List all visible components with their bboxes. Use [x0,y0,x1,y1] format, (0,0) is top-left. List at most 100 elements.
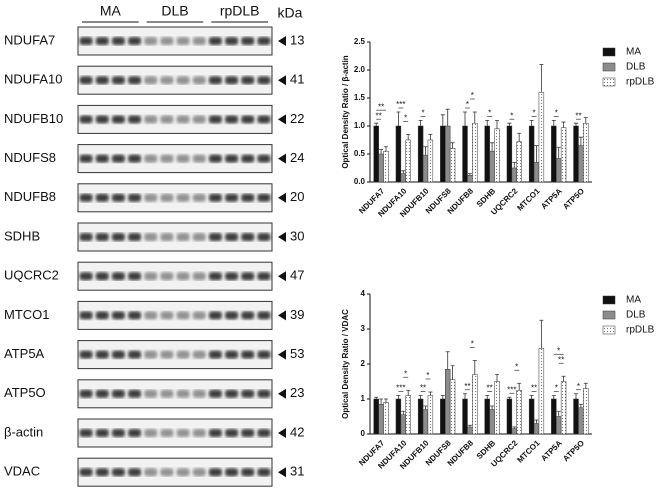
band [95,429,109,437]
error-bar [406,389,411,396]
x-tick-label: ATP5O [561,439,586,464]
error-bar [396,395,401,399]
error-bar [379,398,384,405]
band [225,272,239,281]
band [241,193,255,202]
blot-strip [77,340,273,370]
blot-strip [77,418,273,448]
band [160,389,174,398]
y-axis-label: Optical Density Ratio / VDAC [341,309,350,419]
band [176,76,190,85]
band [79,350,93,359]
y-tick-label: 0 [361,429,366,438]
band [176,37,190,45]
sig-label: ** [575,111,581,120]
bar [440,125,446,183]
bar [405,395,411,435]
band [128,115,142,124]
bar [378,153,384,183]
band [176,468,190,477]
error-bar [551,120,556,126]
band [95,389,109,398]
sig-label: ** [464,382,470,391]
arrow [278,192,286,203]
bar [528,125,535,183]
band [144,272,158,281]
band [128,76,142,85]
error-bar [539,64,544,93]
bar [373,398,379,435]
band [176,311,190,320]
bar [538,92,545,183]
y-tick-label: 2.0 [354,65,366,74]
error-bar [467,173,472,176]
sig-label: *** [396,384,405,393]
band [192,311,206,320]
bar [400,173,406,183]
legend-label: DLB [626,62,646,73]
error-bar [534,419,539,424]
sig-label: * [471,340,474,349]
error-bar [374,396,379,399]
band [111,154,125,163]
band [225,350,239,359]
sig-label: * [532,109,535,118]
band [257,115,271,124]
kda-label: 39 [290,307,304,322]
error-bar [529,395,534,399]
band [208,37,222,45]
error-bar [485,120,490,126]
bar [427,395,434,435]
error-bar [383,398,388,403]
blot-strip [77,300,273,330]
band [79,76,93,85]
band [192,350,206,359]
band [79,115,93,124]
bar [427,139,434,183]
band [192,272,206,281]
blot-strip [77,144,273,174]
error-bar [512,162,517,168]
band [192,37,206,45]
blot-strip [77,26,273,56]
band [225,429,239,437]
sig-label: * [515,362,518,371]
band [144,389,158,398]
band [111,272,125,281]
error-bar [494,374,499,382]
band [144,115,158,124]
sig-label: * [421,109,424,118]
band [241,272,255,281]
bar [449,379,456,435]
band [95,468,109,477]
bar [556,416,562,435]
bar [528,398,535,435]
error-bar [401,410,406,415]
band [176,154,190,163]
bar [472,122,478,183]
band [241,350,255,359]
legend-swatch [602,310,616,320]
y-tick-label: 1.0 [354,121,366,130]
bar [551,125,557,183]
error-bar [512,426,517,429]
band [160,154,174,163]
error-bar [450,142,455,149]
y-tick-label: 4 [361,289,366,298]
error-bar [517,382,522,391]
sig-label: ** [420,384,426,393]
arrow [278,271,286,282]
row-label: β-actin [4,424,43,439]
unit-label: kDa [278,5,303,21]
band [257,429,271,437]
band [225,468,239,477]
bar [445,125,451,183]
y-tick-label: 0.0 [354,177,366,186]
error-bar [379,149,384,154]
band [160,429,174,437]
error-bar [507,396,512,399]
error-bar [551,395,556,399]
blot-strip [77,457,273,487]
kda-label: 22 [290,111,304,126]
arrow [278,114,286,125]
